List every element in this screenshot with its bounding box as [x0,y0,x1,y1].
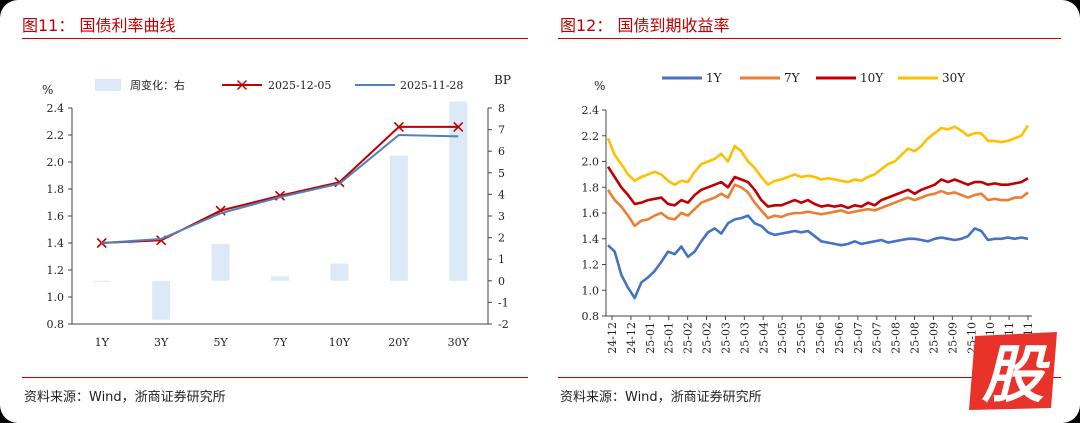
right-chart: % 0.8 1.0 1.2 1.4 1.6 1.8 2.0 2.2 2.4 24-12 24-12 25… [582,71,1036,354]
x-tick-label: 25-08 [909,322,922,354]
right-tick-label: 4 [498,188,505,201]
y-tick-label: 1.6 [582,207,600,220]
stamp-text: 股 [981,338,1051,411]
x-tick-label: 25-01 [663,322,676,354]
left-source-rule [22,377,528,378]
x-tick-label: 25-09 [927,322,940,354]
y-tick-label: 2.0 [582,156,600,169]
series-line-1Y [607,214,1029,300]
left-tick-label: 1.2 [47,264,65,277]
legend-label-2025-11-28: 2025-11-28 [400,79,463,92]
left-tick-label: 1.6 [47,210,65,223]
right-tick-label: 8 [498,102,505,115]
left-chart: 0.8 1.0 1.2 1.4 1.6 1.8 2.0 2.2 2.4% -2 -1 0 1 2 3 4 5 6 7… [42,73,511,349]
stamp-background [969,332,1057,410]
series-marker-2025-12-05 [453,121,464,132]
bar-weekly-change [271,276,289,281]
right-tick-label: -2 [498,318,509,331]
stock-stamp-logo: 股 [969,332,1057,411]
y-tick-label: 1.4 [582,233,600,246]
right-tick-label: 5 [498,167,505,180]
right-tick-label: 7 [498,124,505,137]
left-tick-label: 2.4 [47,102,65,115]
legend-marker-2025-12-05 [236,79,248,91]
series-marker-2025-12-05 [393,121,404,132]
category-label: 3Y [154,336,169,349]
right-tick-label: -1 [498,296,509,309]
left-tick-label: 1.0 [47,291,65,304]
legend-label-7Y: 7Y [784,71,801,85]
y-tick-label: 0.8 [582,310,600,323]
x-tick-label: 24-12 [625,322,638,354]
right-source-rule [558,377,1061,378]
series-line-2025-11-28 [101,133,459,244]
bar-weekly-change [211,244,230,281]
x-tick-label: 25-09 [946,322,959,354]
left-source: 资料来源：Wind，浙商证券研究所 [24,390,226,405]
x-tick-label: 25-07 [852,322,865,354]
category-label: 30Y [448,336,470,349]
bar-weekly-change [389,155,408,281]
category-label: 20Y [388,336,410,349]
series-line-30Y [606,124,1030,186]
legend-label-2025-12-05: 2025-12-05 [268,79,331,92]
category-label: 7Y [273,336,288,349]
right-tick-label: 2 [498,232,505,245]
series-line-7Y [606,183,1029,228]
x-tick-label: 25-06 [833,322,846,354]
y-tick-label: 1.2 [582,259,600,272]
right-axis-unit: BP [494,73,511,87]
y-tick-label: 2.2 [582,130,600,143]
category-label: 1Y [95,336,110,349]
series-line-10Y [606,165,1029,210]
x-tick-label: 25-07 [871,322,884,354]
legend-label-1Y: 1Y [706,71,723,85]
legend-label-10Y: 10Y [860,71,884,85]
right-source: 资料来源：Wind，浙商证券研究所 [560,390,762,405]
legend-label-30Y: 30Y [942,71,966,85]
left-tick-label: 0.8 [47,318,65,331]
right-tick-label: 3 [498,210,505,223]
left-tick-label: 1.4 [47,237,65,250]
right-tick-label: 0 [498,275,505,288]
category-label: 5Y [213,336,228,349]
bar-weekly-change [92,280,111,282]
bar-weekly-change [449,101,468,281]
bar-weekly-change [330,263,349,281]
left-title-rule [22,38,528,39]
left-chart-title: 图11： 国债利率曲线 [22,16,176,35]
y-tick-label: 1.0 [582,284,600,297]
x-tick-label: 25-01 [644,322,657,354]
right-tick-label: 1 [498,253,505,266]
x-tick-label: 25-03 [738,322,751,354]
legend-swatch-bars [95,79,121,91]
right-chart-title: 图12： 国债到期收益率 [560,16,730,35]
left-tick-label: 2.0 [47,156,65,169]
x-tick-label: 25-06 [814,322,827,354]
series-marker-2025-12-05 [96,237,107,249]
x-tick-label: 25-02 [701,322,714,354]
x-tick-label: 25-02 [682,322,695,354]
x-tick-label: 25-03 [719,322,732,354]
legend-label-bars: 周变化：右 [130,78,185,92]
left-tick-label: 2.2 [47,129,65,142]
y-axis-unit: % [594,79,605,93]
left-tick-label: 1.8 [47,183,65,196]
right-title-rule [558,38,1061,39]
x-tick-label: 24-12 [606,322,619,354]
category-label: 10Y [329,336,351,349]
x-tick-label: 25-05 [776,322,789,354]
x-tick-label: 25-04 [757,322,770,354]
bar-weekly-change [152,280,171,320]
y-tick-label: 1.8 [582,181,600,194]
right-tick-label: 6 [498,145,505,158]
y-tick-label: 2.4 [582,104,600,117]
x-tick-label: 25-05 [795,322,808,354]
left-axis-unit: % [42,83,53,97]
x-tick-label: 25-08 [890,322,903,354]
